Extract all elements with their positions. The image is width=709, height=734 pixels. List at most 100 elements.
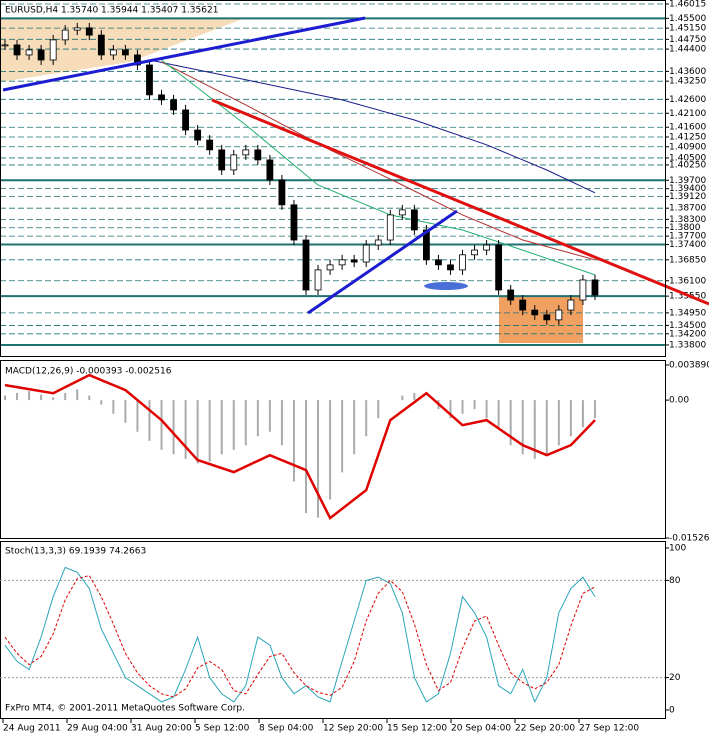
candle [13, 44, 21, 56]
candle [302, 239, 310, 291]
y-tick-label: 1.40250 [669, 160, 706, 170]
candle [338, 259, 346, 266]
chart-header: EURUSD,H4 1.35740 1.35944 1.35407 1.3562… [5, 6, 218, 16]
y-tick-label: 1.39400 [669, 184, 706, 194]
candle [314, 269, 322, 291]
series-line [149, 59, 596, 194]
candle [37, 49, 45, 61]
y-tick-label: 1.44750 [669, 35, 706, 45]
candle [290, 204, 298, 241]
x-tick-label: 5 Sep 12:00 [195, 724, 250, 734]
y-tick-label: 1.37400 [669, 240, 706, 250]
candle [435, 259, 442, 266]
candle [410, 209, 418, 231]
candle [122, 49, 129, 56]
candle [109, 49, 117, 56]
y-tick-label: 1.34200 [669, 329, 706, 339]
x-tick-label: 20 Sep 04:00 [451, 724, 511, 734]
candle [1, 44, 9, 47]
marker-ellipse [424, 282, 468, 290]
y-tick-label: 1.38700 [669, 204, 706, 214]
candle [362, 244, 370, 263]
candle [85, 27, 93, 36]
candle [471, 249, 478, 256]
y-tick-label: 0.00 [669, 396, 689, 406]
y-tick-label: 1.40500 [669, 153, 706, 163]
x-tick-label: 22 Sep 20:00 [515, 724, 575, 734]
pane-border [0, 360, 666, 539]
x-tick-label: 8 Sep 04:00 [259, 724, 314, 734]
trend-line [307, 209, 458, 315]
candle [278, 179, 286, 206]
y-tick-label: 1.34950 [669, 308, 706, 318]
candle [218, 149, 226, 171]
pane-border [0, 0, 666, 357]
pane-border [0, 541, 666, 719]
y-tick-label: 1.33800 [669, 340, 706, 350]
candle [49, 39, 57, 61]
y-tick-label: 1.34500 [669, 321, 706, 331]
series-line [4, 373, 596, 521]
y-tick-label: 100 [669, 544, 686, 554]
candle [350, 259, 358, 263]
candle [61, 29, 69, 41]
y-tick-label: 1.41600 [669, 123, 706, 133]
y-tick-label: 1.45150 [669, 24, 706, 34]
y-tick-label: 1.40900 [669, 142, 706, 152]
x-tick-label: 29 Aug 04:00 [67, 724, 128, 734]
candle [254, 149, 262, 161]
candle [206, 139, 214, 151]
y-tick-label: 20 [669, 673, 681, 683]
x-tick-label: 27 Sep 12:00 [579, 724, 639, 734]
trend-line [211, 98, 709, 306]
candle [158, 94, 165, 101]
candle [374, 239, 382, 246]
candle [543, 314, 551, 321]
candle [182, 109, 190, 131]
y-tick-label: 1.41250 [669, 133, 706, 143]
candle [134, 54, 141, 66]
footer: FxPro MT4, © 2001-2011 MetaQuotes Softwa… [5, 704, 245, 714]
candle [507, 289, 515, 301]
candle [579, 279, 587, 301]
candle [326, 264, 334, 271]
y-tick-label: 1.42100 [669, 109, 706, 119]
candle [567, 299, 575, 311]
candle [146, 64, 153, 96]
y-tick-label: 1.43600 [669, 67, 706, 77]
y-tick-label: 1.37700 [669, 232, 706, 242]
y-tick-label: 0.003890 [669, 361, 709, 371]
y-tick-label: 1.45500 [669, 14, 706, 24]
trend-line [2, 16, 366, 92]
candle [422, 229, 430, 261]
y-tick-label: -0.015261 [669, 534, 709, 544]
y-tick-label: 1.42600 [669, 95, 706, 105]
candle [483, 244, 491, 251]
x-tick-label: 31 Aug 20:00 [131, 724, 192, 734]
series-line [4, 574, 596, 698]
candle [242, 149, 250, 156]
y-tick-label: 1.36100 [669, 276, 706, 286]
candle [591, 279, 599, 296]
candle [398, 209, 406, 216]
y-tick-label: 1.38300 [669, 215, 706, 225]
candle [495, 244, 503, 291]
y-tick-label: 1.39120 [669, 192, 706, 202]
y-tick-label: 1.44400 [669, 45, 706, 55]
y-tick-label: 1.39700 [669, 176, 706, 186]
x-tick-label: 15 Sep 12:00 [387, 724, 447, 734]
candle [555, 309, 563, 321]
candle [447, 264, 454, 271]
stoch-label: Stoch(13,3,3) 69.1939 74.2663 [5, 547, 146, 557]
candle [230, 154, 238, 171]
candle [73, 27, 81, 31]
candle [266, 159, 274, 181]
x-tick-label: 12 Sep 20:00 [323, 724, 383, 734]
candle [97, 34, 105, 56]
candle [386, 214, 394, 241]
candle [519, 299, 527, 311]
x-tick-label: 24 Aug 2011 [3, 724, 61, 734]
